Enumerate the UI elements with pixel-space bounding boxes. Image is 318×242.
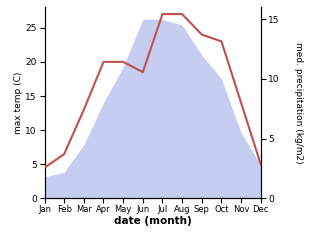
- X-axis label: date (month): date (month): [114, 216, 191, 227]
- Y-axis label: max temp (C): max temp (C): [14, 72, 23, 134]
- Y-axis label: med. precipitation (kg/m2): med. precipitation (kg/m2): [294, 42, 303, 164]
